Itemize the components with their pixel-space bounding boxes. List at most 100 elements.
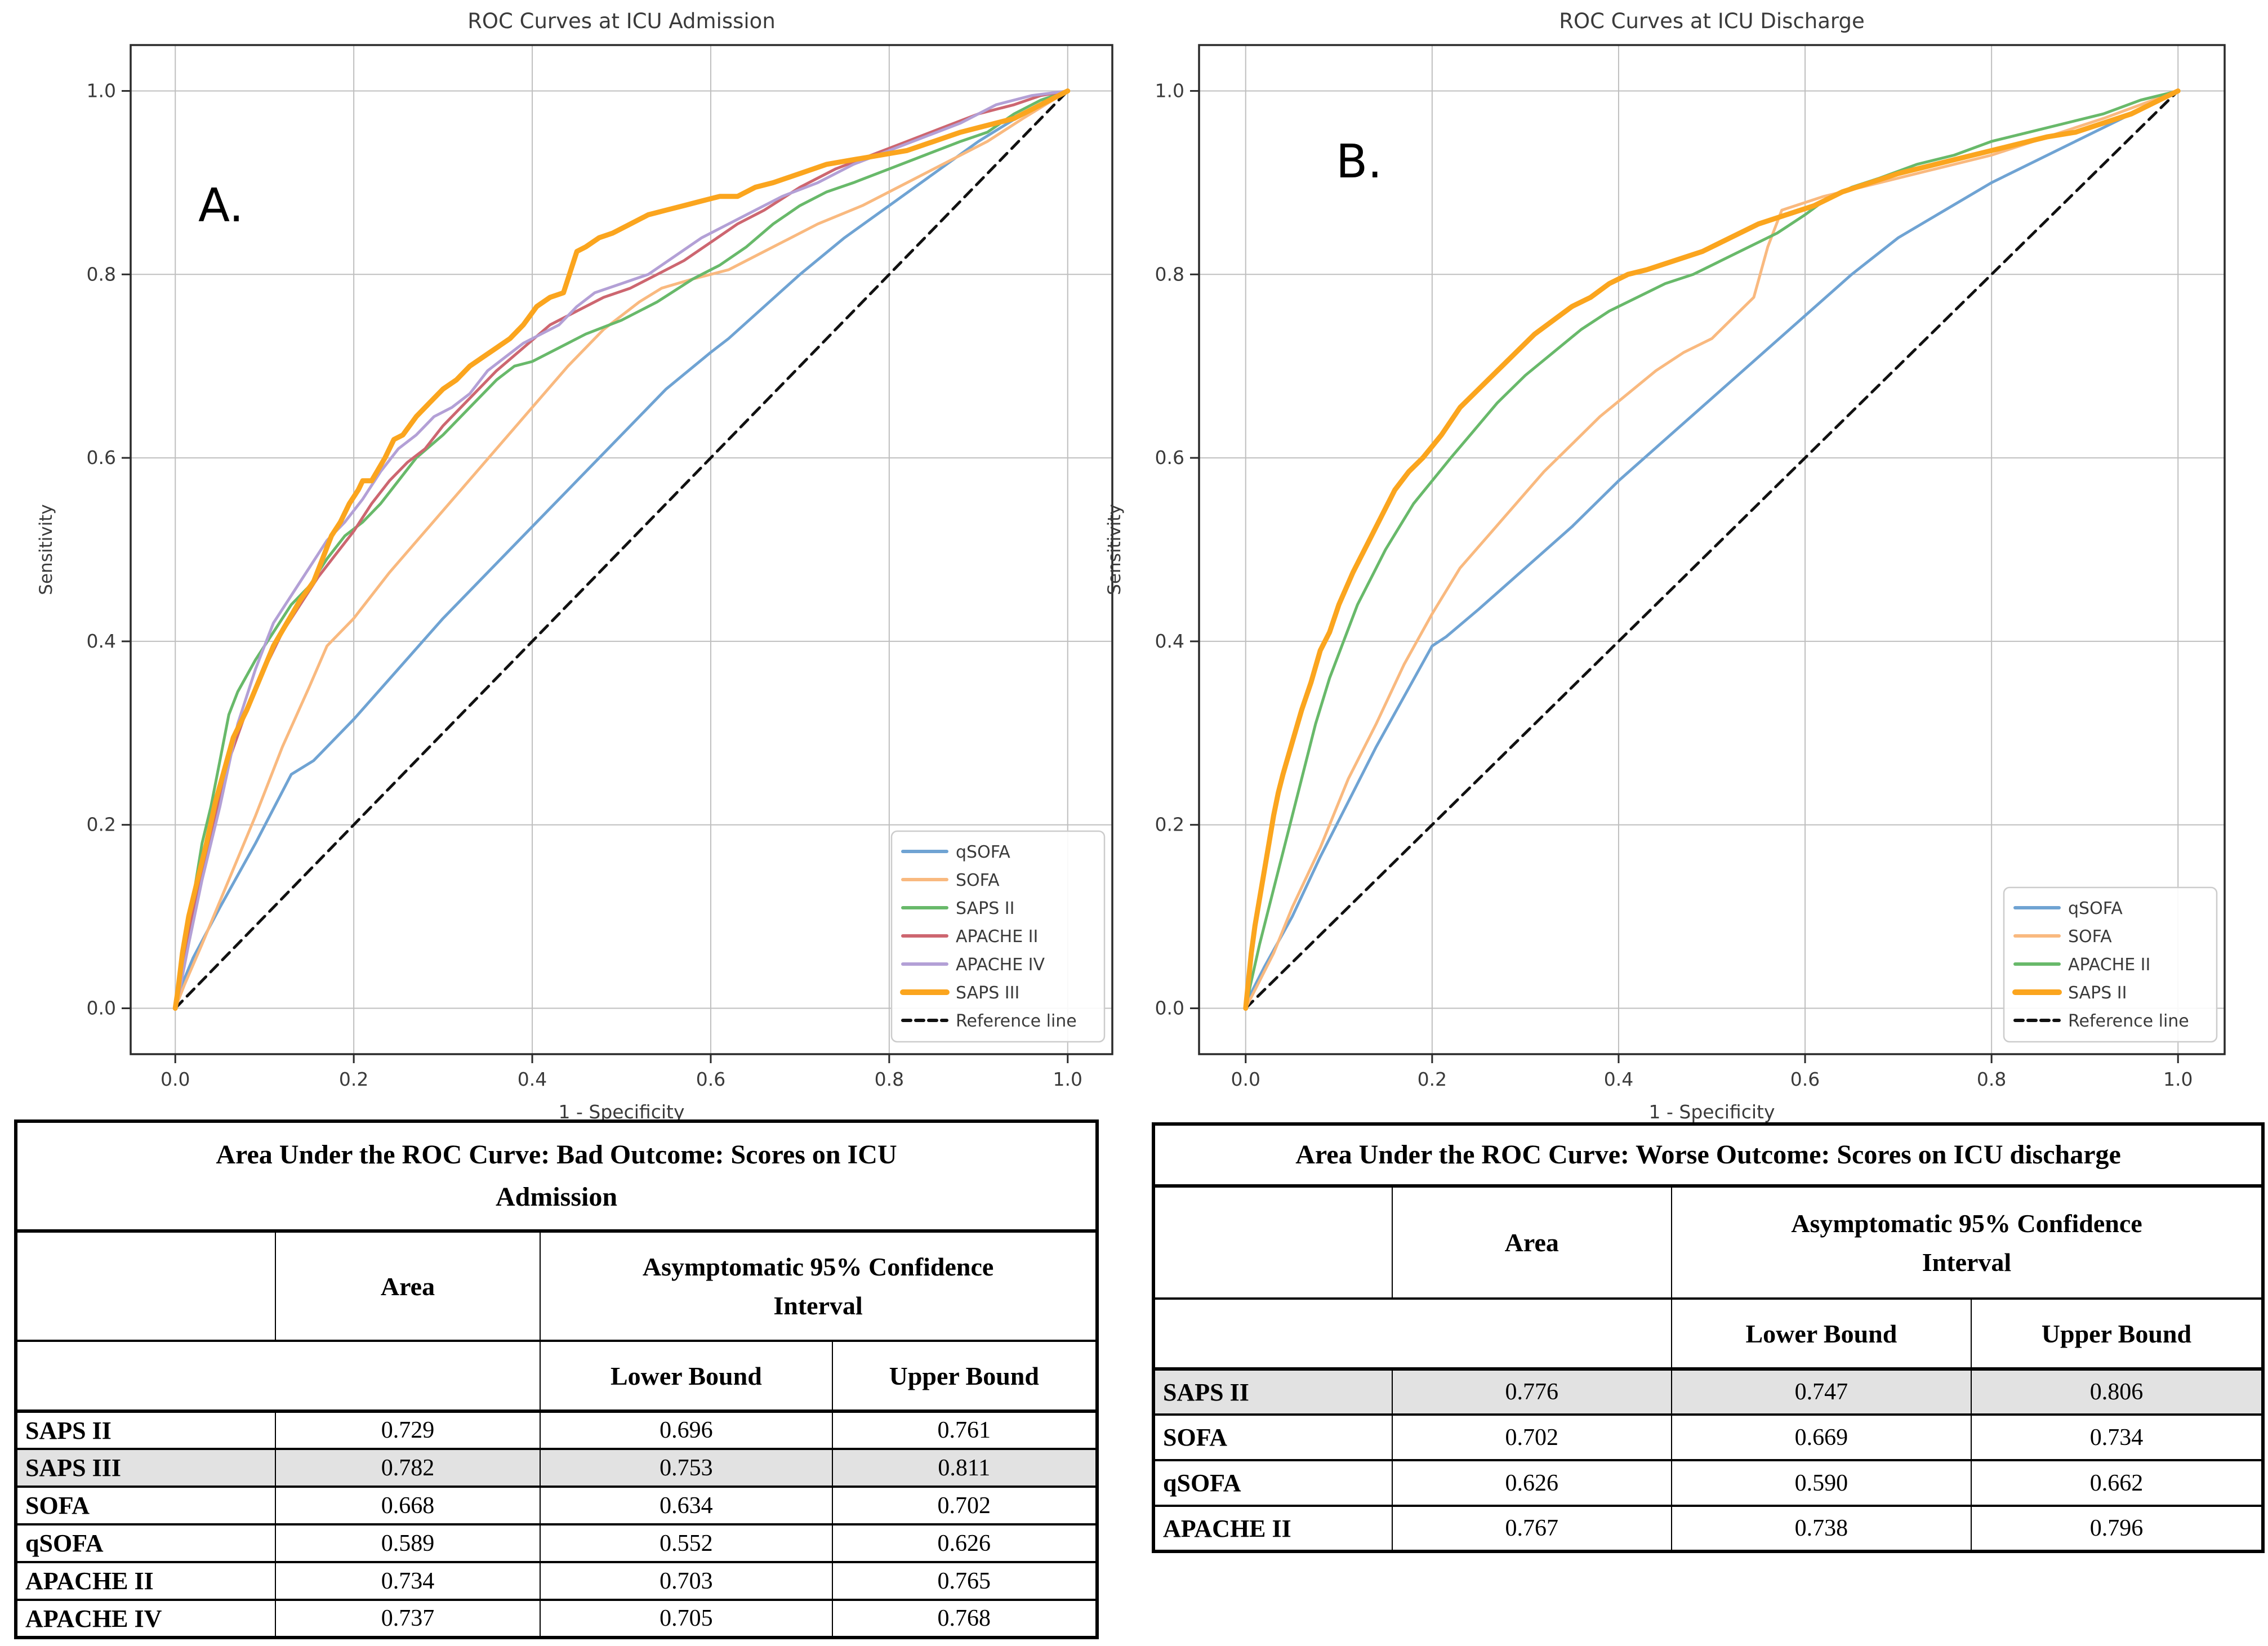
legend: qSOFA SOFA APACHE II SAPS II Reference line bbox=[2003, 886, 2218, 1043]
upper-bound-header: Upper Bound bbox=[831, 1340, 1098, 1413]
series-sofa bbox=[173, 90, 1070, 1010]
empty-header-cell bbox=[1153, 1185, 1393, 1300]
legend-label: SAPS II bbox=[956, 899, 1015, 918]
series-saps-ii bbox=[1243, 88, 2181, 1011]
table-row: qSOFA 0.589 0.552 0.626 bbox=[15, 1523, 1098, 1563]
x-tick-label: 1.0 bbox=[2163, 1068, 2193, 1090]
table-row: SAPS II 0.776 0.747 0.806 bbox=[1153, 1368, 2264, 1416]
x-axis-label: 1 - Specificity bbox=[1649, 1101, 1775, 1123]
auc-value: 0.747 bbox=[1670, 1368, 1972, 1416]
x-tick-label: 0.2 bbox=[1418, 1068, 1447, 1090]
auc-value: 0.796 bbox=[1970, 1505, 2264, 1553]
auc-value: 0.626 bbox=[831, 1523, 1098, 1563]
x-tick-label: 1.0 bbox=[1053, 1068, 1082, 1090]
axes-frame bbox=[130, 44, 1113, 1055]
roc-chart-icu-discharge: 0.0 0.0 0.2 0.2 0.4 0.4 0.6 0.6 0.8 0.8 1.0 1.0 ROC … bbox=[1104, 9, 2226, 1123]
table-title-row: Area Under the ROC Curve: Worse Outcome:… bbox=[1153, 1123, 2263, 1188]
auc-value: 0.702 bbox=[1391, 1413, 1672, 1461]
auc-table-admission: Area Under the ROC Curve: Bad Outcome: S… bbox=[14, 1119, 1099, 1639]
legend-label: qSOFA bbox=[2068, 899, 2123, 918]
table-header-row: Area Asymptomatic 95% Confidence Interva… bbox=[15, 1230, 1098, 1342]
table-row: SAPS III 0.782 0.753 0.811 bbox=[15, 1448, 1098, 1488]
score-label: qSOFA bbox=[1153, 1459, 1393, 1507]
y-tick-label: 0.0 bbox=[1155, 997, 1184, 1019]
x-axis-label: 1 - Specificity bbox=[559, 1101, 685, 1123]
y-tick-label: 0.8 bbox=[1155, 263, 1184, 285]
auc-value: 0.761 bbox=[831, 1410, 1098, 1450]
y-tick-label: 1.0 bbox=[1155, 79, 1184, 101]
x-tick-label: 0.4 bbox=[518, 1068, 547, 1090]
x-tick-label: 0.6 bbox=[696, 1068, 725, 1090]
auc-value: 0.696 bbox=[540, 1410, 833, 1450]
legend-label: qSOFA bbox=[956, 842, 1010, 862]
series-reference-line bbox=[1244, 90, 2180, 1010]
x-tick-label: 0.2 bbox=[339, 1068, 368, 1090]
y-tick-label: 0.0 bbox=[87, 997, 116, 1019]
auc-value: 0.753 bbox=[540, 1448, 833, 1488]
y-tick-label: 0.4 bbox=[1155, 630, 1184, 652]
auc-value: 0.737 bbox=[274, 1599, 541, 1639]
chart-title: ROC Curves at ICU Discharge bbox=[1559, 9, 1864, 33]
score-label: SAPS II bbox=[15, 1410, 276, 1450]
x-tick-label: 0.8 bbox=[1977, 1068, 2006, 1090]
legend-label: SOFA bbox=[2068, 927, 2112, 947]
legend-label: APACHE IV bbox=[956, 955, 1045, 975]
empty-header-cell bbox=[15, 1230, 276, 1342]
panel-label-b: B. bbox=[1336, 135, 1383, 189]
auc-value: 0.765 bbox=[831, 1561, 1098, 1601]
table-bounds-row: Lower Bound Upper Bound bbox=[15, 1340, 1098, 1413]
series-saps-iii bbox=[172, 88, 1071, 1011]
roc-chart-icu-admission: 0.0 0.0 0.2 0.2 0.4 0.4 0.6 0.6 0.8 0.8 1.0 1.0 ROC … bbox=[36, 9, 1113, 1123]
table-row: SOFA 0.702 0.669 0.734 bbox=[1153, 1413, 2264, 1461]
ci-header: Asymptomatic 95% Confidence Interval bbox=[540, 1230, 1098, 1342]
y-axis-label: Sensitivity bbox=[36, 504, 56, 595]
auc-value: 0.589 bbox=[274, 1523, 541, 1563]
auc-value: 0.669 bbox=[1670, 1413, 1972, 1461]
legend-label: Reference line bbox=[2068, 1011, 2189, 1031]
upper-bound-header: Upper Bound bbox=[1970, 1297, 2264, 1371]
score-label: SAPS II bbox=[1153, 1368, 1393, 1416]
legend-label: SOFA bbox=[956, 871, 1000, 890]
table-title: Area Under the ROC Curve: Worse Outcome:… bbox=[1153, 1123, 2263, 1188]
y-tick-label: 0.2 bbox=[1155, 814, 1184, 836]
auc-value: 0.662 bbox=[1970, 1459, 2264, 1507]
auc-table-discharge: Area Under the ROC Curve: Worse Outcome:… bbox=[1152, 1122, 2265, 1553]
auc-value: 0.590 bbox=[1670, 1459, 1972, 1507]
score-label: APACHE II bbox=[1153, 1505, 1393, 1553]
table-header-row: Area Asymptomatic 95% Confidence Interva… bbox=[1153, 1185, 2264, 1300]
y-axis-label: Sensitivity bbox=[1104, 504, 1125, 595]
lower-bound-header: Lower Bound bbox=[1670, 1297, 1972, 1371]
auc-value: 0.738 bbox=[1670, 1505, 1972, 1553]
legend-label: APACHE II bbox=[956, 927, 1038, 947]
auc-value: 0.705 bbox=[540, 1599, 833, 1639]
empty-header-cell bbox=[15, 1340, 541, 1413]
area-header: Area bbox=[1391, 1185, 1672, 1300]
table-row: APACHE II 0.734 0.703 0.765 bbox=[15, 1561, 1098, 1601]
x-tick-label: 0.8 bbox=[875, 1068, 904, 1090]
table-row: APACHE IV 0.737 0.705 0.768 bbox=[15, 1599, 1098, 1639]
auc-value: 0.729 bbox=[274, 1410, 541, 1450]
score-label: APACHE IV bbox=[15, 1599, 276, 1639]
empty-header-cell bbox=[1153, 1297, 1672, 1371]
legend-label: Reference line bbox=[956, 1011, 1077, 1031]
series-saps-ii bbox=[173, 90, 1070, 1010]
auc-value: 0.782 bbox=[274, 1448, 541, 1488]
series-sofa bbox=[1244, 90, 2180, 1010]
score-label: SOFA bbox=[1153, 1413, 1393, 1461]
legend-label: SAPS II bbox=[2068, 983, 2127, 1003]
auc-value: 0.776 bbox=[1391, 1368, 1672, 1416]
chart-title: ROC Curves at ICU Admission bbox=[467, 9, 776, 33]
auc-value: 0.734 bbox=[274, 1561, 541, 1601]
auc-value: 0.634 bbox=[540, 1486, 833, 1525]
auc-value: 0.768 bbox=[831, 1599, 1098, 1639]
panel-label-a: A. bbox=[198, 179, 244, 233]
legend: qSOFA SOFA SAPS II APACHE II APACHE IV SAPS I… bbox=[890, 830, 1106, 1043]
auc-value: 0.734 bbox=[1970, 1413, 2264, 1461]
y-tick-label: 0.6 bbox=[87, 447, 116, 469]
score-label: SAPS III bbox=[15, 1448, 276, 1488]
series-qsofa bbox=[1244, 90, 2180, 1010]
auc-value: 0.767 bbox=[1391, 1505, 1672, 1553]
table-title-row: Area Under the ROC Curve: Bad Outcome: S… bbox=[15, 1120, 1098, 1233]
auc-value: 0.552 bbox=[540, 1523, 833, 1563]
